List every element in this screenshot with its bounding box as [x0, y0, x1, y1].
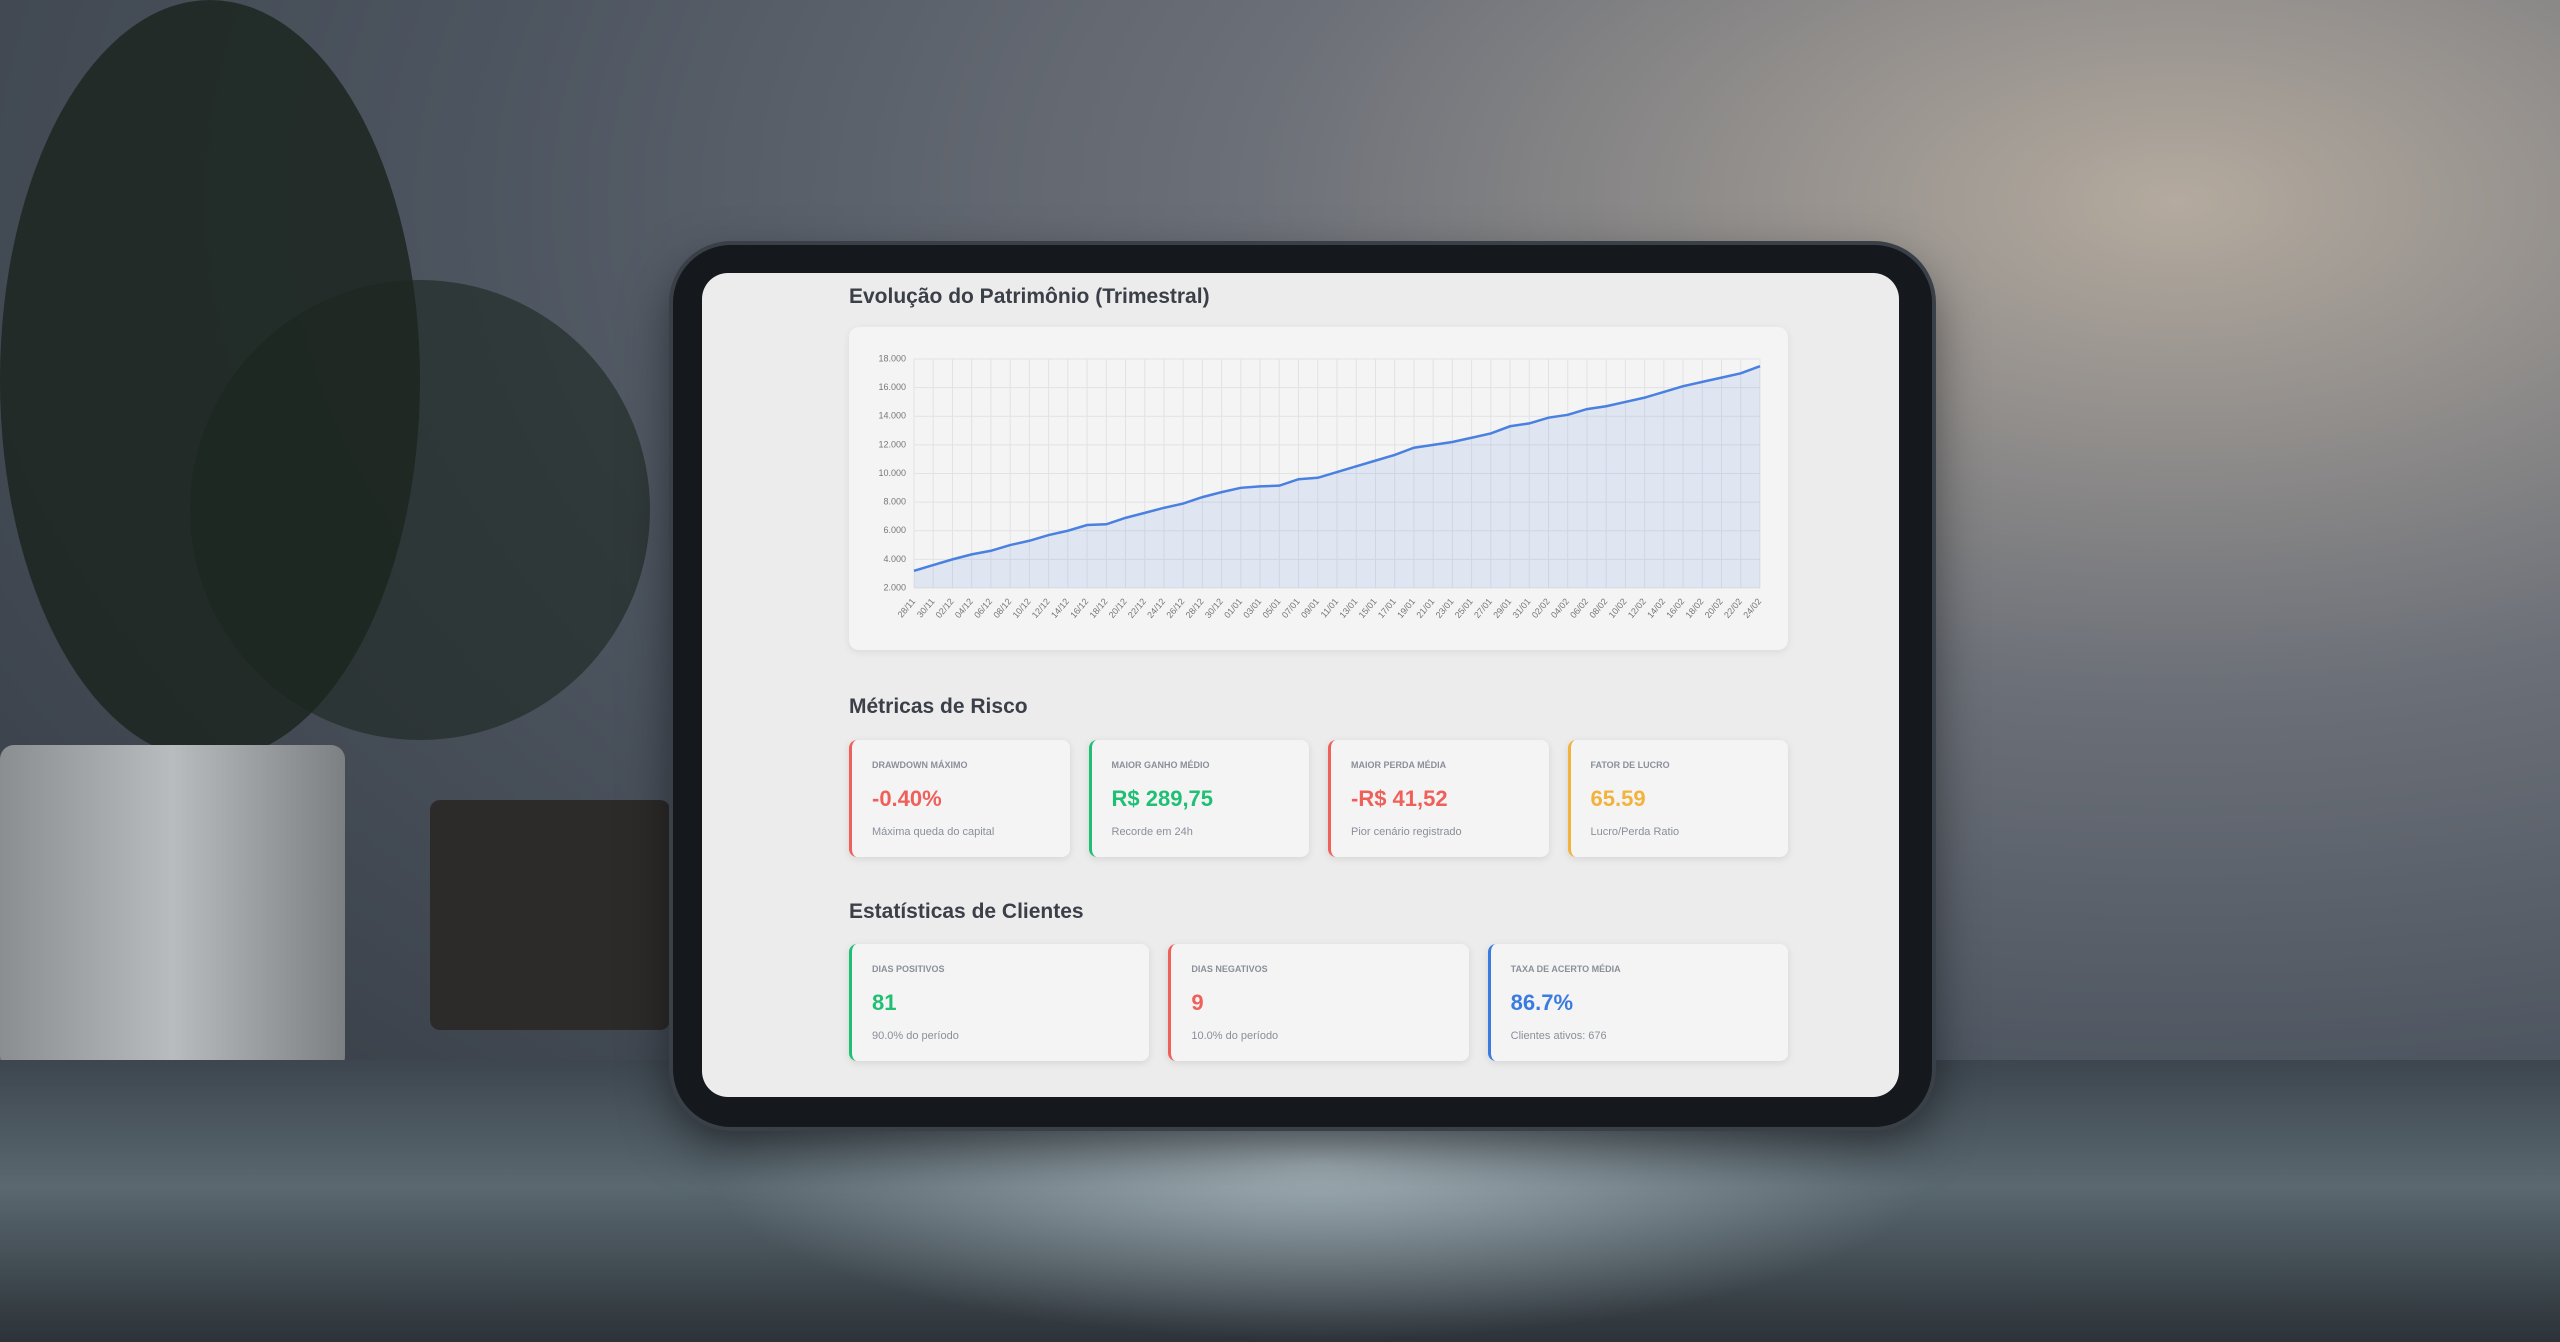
x-tick-label: 12/12	[1030, 596, 1052, 620]
section-title: Estatísticas de Clientes	[849, 900, 1084, 923]
x-tick-label: 08/12	[991, 596, 1013, 620]
x-tick-label: 15/01	[1357, 596, 1379, 620]
card-note: Máxima queda do capital	[872, 826, 995, 838]
x-tick-label: 20/12	[1107, 596, 1129, 620]
y-tick-label: 14.000	[878, 411, 906, 421]
x-tick-label: 29/01	[1491, 596, 1513, 620]
x-tick-label: 24/12	[1145, 596, 1167, 620]
x-tick-label: 05/01	[1261, 596, 1283, 620]
x-tick-label: 02/12	[934, 596, 956, 620]
y-tick-label: 16.000	[878, 382, 906, 392]
x-tick-label: 24/02	[1741, 596, 1763, 620]
metric-card: MAIOR GANHO MÉDIO R$ 289,75 Recorde em 24h	[1088, 740, 1309, 857]
card-label: DRAWDOWN MÁXIMO	[872, 760, 968, 770]
x-tick-label: 11/01	[1319, 596, 1341, 619]
x-tick-label: 22/02	[1722, 596, 1744, 620]
x-tick-label: 31/01	[1510, 596, 1532, 620]
x-tick-label: 22/12	[1126, 596, 1148, 620]
card-value: 65.59	[1590, 786, 1646, 811]
x-tick-label: 01/01	[1222, 596, 1244, 620]
x-tick-label: 16/02	[1664, 596, 1686, 620]
line	[913, 364, 1761, 573]
section-title: Métricas de Risco	[849, 695, 1028, 718]
x-tick-label: 02/02	[1530, 596, 1552, 620]
x-tick-label: 25/01	[1453, 596, 1475, 620]
x-tick-label: 30/12	[1203, 596, 1225, 620]
y-tick-label: 18.000	[878, 353, 906, 363]
x-tick-label: 14/12	[1049, 596, 1071, 620]
x-tick-label: 07/01	[1280, 596, 1302, 620]
card-label: TAXA DE ACERTO MÉDIA	[1510, 964, 1621, 974]
x-tick-label: 17/01	[1376, 596, 1398, 620]
x-tick-label: 19/01	[1395, 596, 1417, 620]
card-value: -R$ 41,52	[1351, 786, 1448, 811]
y-tick-label: 6.000	[883, 525, 906, 535]
x-tick-label: 28/12	[1184, 596, 1206, 620]
x-tick-label: 04/02	[1549, 596, 1571, 620]
card-label: MAIOR GANHO MÉDIO	[1111, 760, 1210, 770]
x-tick-label: 21/01	[1414, 596, 1436, 620]
card-value: -0.40%	[872, 786, 942, 811]
y-tick-label: 8.000	[883, 497, 906, 507]
x-tick-label: 13/01	[1337, 596, 1359, 620]
metric-card: FATOR DE LUCRO 65.59 Lucro/Perda Ratio	[1567, 740, 1788, 857]
card-label: FATOR DE LUCRO	[1590, 760, 1670, 770]
card-label: DIAS POSITIVOS	[872, 964, 945, 974]
x-tick-label: 12/02	[1626, 596, 1648, 620]
card-note: Pior cenário registrado	[1351, 826, 1462, 838]
card-note: Lucro/Perda Ratio	[1590, 826, 1680, 838]
y-tick-label: 12.000	[878, 439, 906, 449]
x-tick-label: 18/02	[1684, 596, 1706, 620]
reflection	[700, 1120, 1940, 1342]
chart-card: 2.000 4.000 6.000 8.000 10.000 12.000 14.000 16…	[849, 327, 1788, 650]
x-tick-label: 23/01	[1434, 596, 1456, 620]
client-cards: DIAS POSITIVOS 81 90.0% do período DIAS NEG…	[849, 944, 1788, 1061]
metric-card: DRAWDOWN MÁXIMO -0.40% Máxima queda do cap…	[849, 740, 1070, 857]
x-tick-label: 06/02	[1568, 596, 1590, 620]
metric-card: TAXA DE ACERTO MÉDIA 86.7% Clientes ativos…	[1487, 944, 1788, 1061]
x-tick-label: 20/02	[1703, 596, 1725, 620]
x-tick-label: 16/12	[1068, 596, 1090, 620]
metric-card: DIAS NEGATIVOS 9 10.0% do período	[1168, 944, 1469, 1061]
screen: Evolução do Patrimônio (Trimestral) 2.00…	[702, 273, 1899, 1097]
y-tick-label: 10.000	[878, 468, 906, 478]
x-tick-label: 28/11	[896, 596, 918, 619]
x-tick-label: 04/12	[953, 596, 975, 620]
pot	[430, 800, 670, 1030]
x-tick-label: 26/12	[1164, 596, 1186, 620]
chart-title: Evolução do Patrimônio (Trimestral)	[849, 285, 1210, 308]
card-note: Recorde em 24h	[1111, 826, 1193, 838]
card-label: DIAS NEGATIVOS	[1191, 964, 1268, 974]
card-note: 10.0% do período	[1191, 1030, 1279, 1042]
pot	[0, 745, 345, 1085]
chart: 2.000 4.000 6.000 8.000 10.000 12.000 14.000 16…	[878, 353, 1763, 620]
x-tick-label: 14/02	[1645, 596, 1667, 620]
card-value: R$ 289,75	[1111, 786, 1214, 811]
x-tick-label: 10/12	[1011, 596, 1033, 620]
metric-card: MAIOR PERDA MÉDIA -R$ 41,52 Pior cenário r…	[1328, 740, 1549, 857]
card-value: 81	[872, 990, 897, 1015]
x-tick-label: 27/01	[1472, 596, 1494, 620]
y-tick-label: 2.000	[883, 582, 906, 592]
metric-card: DIAS POSITIVOS 81 90.0% do período	[849, 944, 1150, 1061]
x-tick-label: 10/02	[1607, 596, 1629, 620]
x-tick-label: 03/01	[1241, 596, 1263, 620]
card-note: 90.0% do período	[872, 1030, 959, 1042]
x-tick-label: 08/02	[1587, 596, 1609, 620]
card-label: MAIOR PERDA MÉDIA	[1351, 760, 1447, 770]
area	[914, 366, 1760, 588]
card-note: Clientes ativos: 676	[1510, 1030, 1607, 1042]
x-tick-label: 18/12	[1087, 596, 1109, 620]
x-tick-label: 30/11	[915, 596, 937, 619]
plant	[190, 280, 650, 740]
y-tick-label: 4.000	[883, 554, 906, 564]
card-value: 86.7%	[1510, 990, 1574, 1015]
risk-cards: DRAWDOWN MÁXIMO -0.40% Máxima queda do cap…	[849, 740, 1788, 857]
x-tick-label: 06/12	[972, 596, 994, 620]
x-tick-label: 09/01	[1299, 596, 1321, 620]
card-value: 9	[1191, 990, 1204, 1015]
